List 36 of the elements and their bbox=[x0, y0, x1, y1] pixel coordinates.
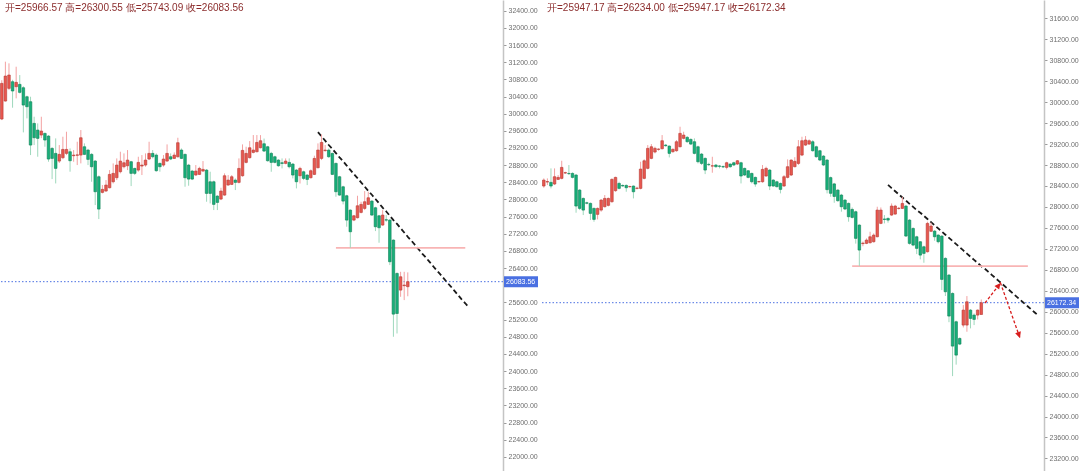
candlestick bbox=[14, 66, 18, 99]
candlestick bbox=[10, 79, 15, 109]
chart-title: 开=25947.17 高=26234.00 低=25947.17 收=26172.34 bbox=[547, 2, 786, 13]
candlestick bbox=[183, 153, 187, 188]
candlestick bbox=[298, 166, 302, 185]
candlestick bbox=[129, 160, 133, 187]
candlestick bbox=[205, 168, 209, 203]
candlestick bbox=[122, 152, 126, 169]
line-series bbox=[317, 131, 470, 309]
candlestick bbox=[567, 164, 571, 176]
candlestick bbox=[886, 216, 890, 224]
candlestick bbox=[399, 271, 403, 298]
candlestick bbox=[61, 136, 65, 160]
candlestick bbox=[918, 240, 922, 260]
candlestick bbox=[39, 116, 43, 139]
candlestick bbox=[968, 308, 973, 329]
candlestick bbox=[111, 162, 115, 184]
candlestick bbox=[165, 143, 169, 163]
candlestick bbox=[549, 167, 553, 189]
candlestick bbox=[628, 185, 632, 189]
candlestick bbox=[961, 304, 965, 328]
candlestick bbox=[280, 157, 284, 169]
chart-title: 开=25966.57 高=26300.55 低=25743.09 收=26083.56 bbox=[5, 2, 244, 13]
candlestick bbox=[639, 161, 643, 190]
candlestick bbox=[68, 147, 72, 173]
candlestick bbox=[402, 271, 406, 301]
candlestick bbox=[208, 171, 212, 204]
line-series bbox=[887, 184, 1040, 317]
candlestick bbox=[154, 152, 158, 173]
candlestick bbox=[406, 271, 410, 297]
candlestick bbox=[125, 149, 130, 171]
candlestick bbox=[64, 131, 69, 156]
candlestick bbox=[922, 245, 926, 264]
candlestick bbox=[201, 160, 205, 173]
candlestick bbox=[972, 312, 976, 326]
candlestick bbox=[965, 295, 969, 333]
